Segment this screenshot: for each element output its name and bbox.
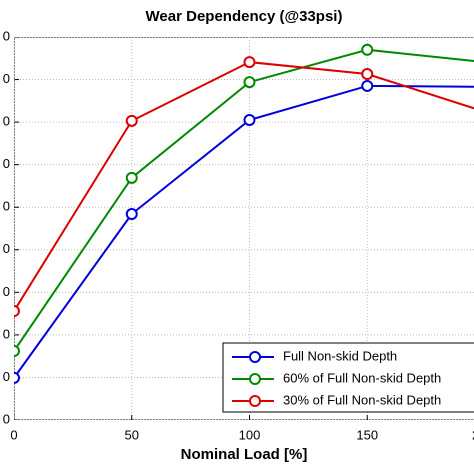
y-tick-label: 0 bbox=[3, 411, 10, 426]
data-point bbox=[361, 43, 374, 56]
data-point bbox=[14, 371, 20, 384]
y-tick-label: 0 bbox=[3, 156, 10, 171]
legend-box bbox=[222, 342, 474, 413]
x-tick-label: 150 bbox=[356, 427, 378, 442]
chart-title: Wear Dependency (@33psi) bbox=[146, 8, 343, 25]
data-point bbox=[243, 76, 256, 89]
data-point bbox=[243, 56, 256, 69]
legend-label: 60% of Full Non-skid Depth bbox=[283, 370, 441, 385]
data-point bbox=[243, 113, 256, 126]
x-tick-label: 0 bbox=[10, 427, 17, 442]
data-point bbox=[361, 79, 374, 92]
data-point bbox=[125, 171, 138, 184]
data-point bbox=[125, 114, 138, 127]
y-tick-label: 0 bbox=[3, 28, 10, 43]
legend-marker bbox=[249, 373, 261, 385]
x-tick-label: 50 bbox=[125, 427, 139, 442]
data-point bbox=[14, 305, 20, 318]
data-point bbox=[361, 68, 374, 81]
y-tick-label: 0 bbox=[3, 199, 10, 214]
x-tick-label: 100 bbox=[239, 427, 261, 442]
y-tick-label: 0 bbox=[3, 114, 10, 129]
y-tick-label: 0 bbox=[3, 71, 10, 86]
legend-marker bbox=[249, 395, 261, 407]
legend-label: Full Non-skid Depth bbox=[283, 348, 397, 363]
y-tick-label: 0 bbox=[3, 326, 10, 341]
legend-label: 30% of Full Non-skid Depth bbox=[283, 392, 441, 407]
data-point bbox=[14, 345, 20, 358]
x-axis-label: Nominal Load [%] bbox=[181, 446, 308, 463]
data-point bbox=[125, 208, 138, 221]
legend: Full Non-skid Depth 60% of Full Non-skid … bbox=[222, 342, 474, 413]
y-tick-label: 0 bbox=[3, 284, 10, 299]
x-tick-label: 2 bbox=[472, 427, 474, 442]
y-tick-label: 0 bbox=[3, 369, 10, 384]
legend-marker bbox=[249, 351, 261, 363]
y-tick-label: 0 bbox=[3, 241, 10, 256]
